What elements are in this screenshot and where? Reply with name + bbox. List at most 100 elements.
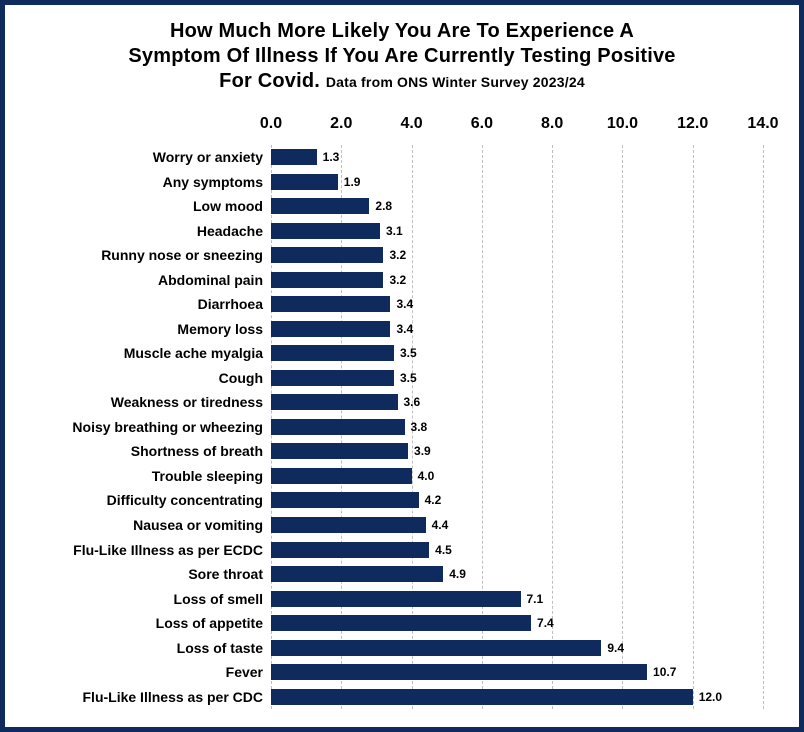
bar-row: Headache3.1 [271,222,763,240]
bar [271,370,394,386]
bar [271,492,419,508]
value-label: 4.5 [429,543,452,557]
bar-row: Loss of taste9.4 [271,639,763,657]
bar-row: Nausea or vomiting4.4 [271,516,763,534]
bar-row: Noisy breathing or wheezing3.8 [271,418,763,436]
category-label: Headache [197,223,271,239]
bar [271,247,383,263]
bar-row: Shortness of breath3.9 [271,442,763,460]
category-label: Runny nose or sneezing [101,247,271,263]
category-label: Shortness of breath [131,443,271,459]
x-tick-label: 10.0 [607,115,638,133]
category-label: Abdominal pain [158,272,271,288]
category-label: Any symptoms [163,174,271,190]
value-label: 12.0 [693,690,722,704]
bar-row: Runny nose or sneezing3.2 [271,246,763,264]
chart-frame: How Much More Likely You Are To Experien… [0,0,804,732]
category-label: Loss of smell [174,591,271,607]
bar-rows: Worry or anxiety1.3 Any symptoms1.9 Low mo… [271,145,763,709]
value-label: 4.4 [426,518,449,532]
value-label: 3.4 [390,297,413,311]
value-label: 3.5 [394,346,417,360]
bar [271,615,531,631]
bar-row: Memory loss3.4 [271,320,763,338]
category-label: Worry or anxiety [153,149,271,165]
bar-row: Trouble sleeping4.0 [271,467,763,485]
category-label: Flu-Like Illness as per CDC [83,689,272,705]
bar [271,174,338,190]
category-label: Diarrhoea [198,296,271,312]
value-label: 3.8 [405,420,428,434]
bar-row: Flu-Like Illness as per CDC12.0 [271,688,763,706]
value-label: 3.2 [383,248,406,262]
title-line-3-text: For Covid. [219,70,320,92]
chart-area: 0.02.04.06.08.010.012.014.0 Worry or anx… [31,109,773,709]
value-label: 3.1 [380,224,403,238]
value-label: 1.3 [317,150,340,164]
value-label: 1.9 [338,175,361,189]
bar-row: Abdominal pain3.2 [271,271,763,289]
value-label: 4.2 [419,493,442,507]
category-label: Flu-Like Illness as per ECDC [73,542,271,558]
value-label: 4.9 [443,567,466,581]
category-label: Nausea or vomiting [133,517,271,533]
bar [271,296,390,312]
value-label: 3.5 [394,371,417,385]
x-tick-label: 14.0 [747,115,778,133]
bar-row: Fever10.7 [271,663,763,681]
bar-row: Loss of appetite7.4 [271,614,763,632]
title-line-1: How Much More Likely You Are To Experien… [31,19,773,44]
category-label: Muscle ache myalgia [124,345,271,361]
title-line-3: For Covid. Data from ONS Winter Survey 2… [31,69,773,94]
bar [271,664,647,680]
category-label: Memory loss [177,321,271,337]
bar [271,566,443,582]
bar-row: Muscle ache myalgia3.5 [271,344,763,362]
value-label: 3.9 [408,444,431,458]
x-tick-label: 0.0 [260,115,282,133]
category-label: Loss of appetite [156,615,271,631]
plot-region: 0.02.04.06.08.010.012.014.0 Worry or anx… [271,145,763,709]
bar [271,640,601,656]
value-label: 7.1 [521,592,544,606]
value-label: 3.4 [390,322,413,336]
title-line-2: Symptom Of Illness If You Are Currently … [31,44,773,69]
value-label: 3.6 [398,395,421,409]
bar [271,542,429,558]
bar-row: Diarrhoea3.4 [271,295,763,313]
value-label: 3.2 [383,273,406,287]
bar-row: Low mood2.8 [271,197,763,215]
bar [271,468,412,484]
bar-row: Loss of smell7.1 [271,590,763,608]
category-label: Sore throat [188,566,271,582]
grid-line [763,145,764,709]
value-label: 9.4 [601,641,624,655]
bar-row: Flu-Like Illness as per ECDC4.5 [271,541,763,559]
x-tick-label: 8.0 [541,115,563,133]
chart-title-block: How Much More Likely You Are To Experien… [31,19,773,94]
category-label: Fever [226,664,271,680]
value-label: 4.0 [412,469,435,483]
bar [271,223,380,239]
bar [271,443,408,459]
bar-row: Worry or anxiety1.3 [271,148,763,166]
bar-row: Any symptoms1.9 [271,173,763,191]
bar [271,689,693,705]
bar [271,394,398,410]
bar [271,591,521,607]
bar [271,321,390,337]
category-label: Low mood [193,198,271,214]
x-tick-label: 6.0 [471,115,493,133]
category-label: Loss of taste [177,640,271,656]
title-subtitle: Data from ONS Winter Survey 2023/24 [326,74,585,90]
bar-row: Cough3.5 [271,369,763,387]
value-label: 7.4 [531,616,554,630]
bar [271,198,369,214]
value-label: 2.8 [369,199,392,213]
bar-row: Sore throat4.9 [271,565,763,583]
category-label: Trouble sleeping [152,468,271,484]
category-label: Noisy breathing or wheezing [72,419,271,435]
bar-row: Difficulty concentrating4.2 [271,491,763,509]
bar-row: Weakness or tiredness3.6 [271,393,763,411]
category-label: Weakness or tiredness [111,394,271,410]
